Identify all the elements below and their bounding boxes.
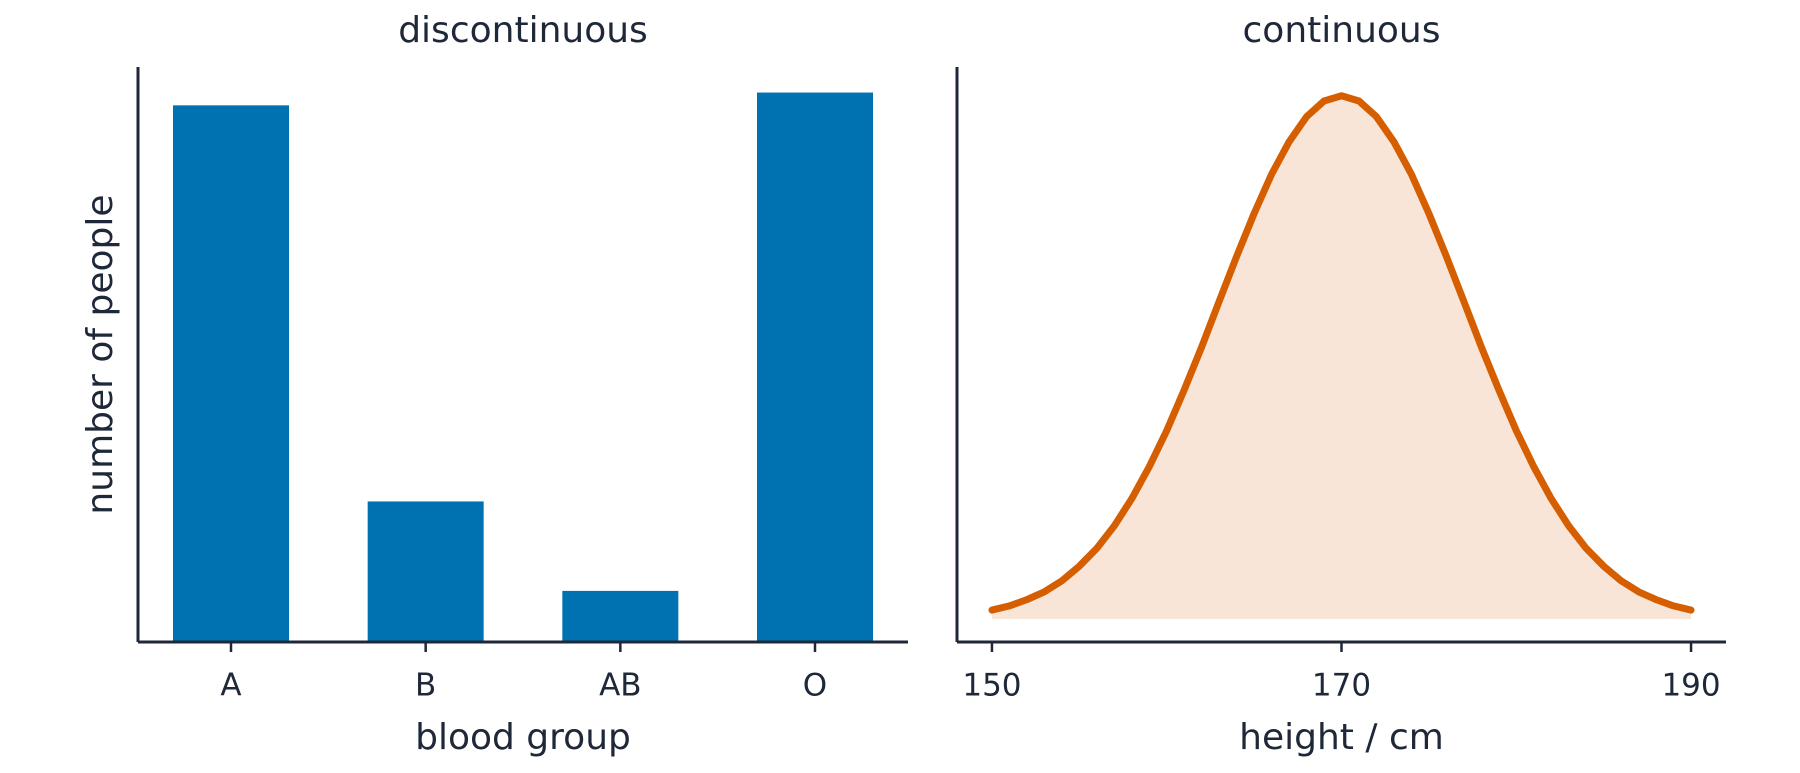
bar (757, 92, 873, 643)
x-axis-label: height / cm (1239, 717, 1444, 758)
bar (367, 501, 484, 642)
chart-title: discontinuous (398, 10, 648, 51)
bar (173, 105, 289, 643)
chart-title: continuous (1243, 10, 1441, 51)
bar (562, 590, 679, 642)
x-tick-label: AB (599, 668, 641, 704)
x-tick-label: 170 (1312, 668, 1371, 704)
x-tick-label: 150 (962, 668, 1021, 704)
curve (988, 92, 1695, 614)
x-axis-label: blood group (415, 717, 631, 758)
area-fill (991, 95, 1692, 619)
x-tick-label: 190 (1661, 668, 1720, 704)
x-tick-label: A (220, 668, 241, 704)
y-axis-label: number of people (80, 194, 121, 514)
x-tick-label: O (803, 668, 827, 704)
x-tick-label: B (415, 668, 436, 704)
